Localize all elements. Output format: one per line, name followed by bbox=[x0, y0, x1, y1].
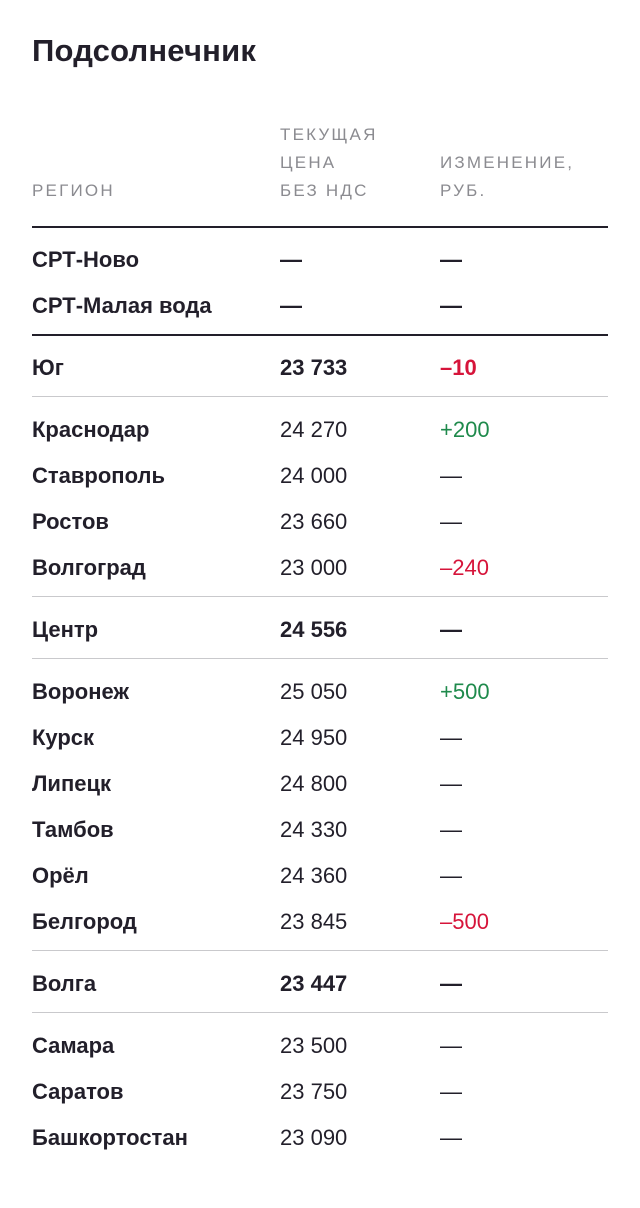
change-value: — bbox=[440, 293, 462, 318]
change-value: –10 bbox=[440, 355, 477, 380]
table-row: Тамбов 24 330 — bbox=[0, 815, 640, 845]
region-name: Самара bbox=[32, 1033, 115, 1058]
table-row-total: Волга 23 447 — bbox=[0, 969, 640, 999]
page-title: Подсолнечник bbox=[32, 33, 257, 68]
row-divider bbox=[32, 396, 608, 397]
region-name: Воронеж bbox=[32, 679, 130, 704]
column-header-change: ИЗМЕНЕНИЕ, РУБ. bbox=[440, 149, 574, 205]
change-value: +500 bbox=[440, 679, 490, 704]
column-header-price: ТЕКУЩАЯ ЦЕНА БЕЗ НДС bbox=[280, 121, 378, 205]
section-divider bbox=[32, 334, 608, 336]
column-header-price-line: ТЕКУЩАЯ bbox=[280, 125, 378, 144]
region-name: Тамбов bbox=[32, 817, 114, 842]
table-row: Самара 23 500 — bbox=[0, 1031, 640, 1061]
change-value: — bbox=[440, 817, 462, 842]
change-value: — bbox=[440, 463, 462, 488]
region-name: Белгород bbox=[32, 909, 137, 934]
price-value: 24 360 bbox=[280, 863, 348, 888]
region-name: Саратов bbox=[32, 1079, 124, 1104]
column-header-region-label: РЕГИОН bbox=[32, 181, 115, 200]
region-name: Орёл bbox=[32, 863, 89, 888]
change-value: — bbox=[440, 509, 462, 534]
price-value: 23 845 bbox=[280, 909, 348, 934]
price-value: — bbox=[280, 293, 302, 318]
group-divider bbox=[32, 950, 608, 951]
price-value: 24 330 bbox=[280, 817, 348, 842]
change-value: — bbox=[440, 771, 462, 796]
region-name: Башкортостан bbox=[32, 1125, 188, 1150]
price-value: 23 447 bbox=[280, 971, 348, 996]
table-row: Курск 24 950 — bbox=[0, 723, 640, 753]
table-row: Краснодар 24 270 +200 bbox=[0, 415, 640, 445]
change-value: — bbox=[440, 1033, 462, 1058]
region-name: Краснодар bbox=[32, 417, 150, 442]
change-value: — bbox=[440, 1079, 462, 1104]
table-row: Орёл 24 360 — bbox=[0, 861, 640, 891]
change-value: — bbox=[440, 725, 462, 750]
column-header-price-line: ЦЕНА bbox=[280, 153, 337, 172]
region-name: Липецк bbox=[32, 771, 112, 796]
change-value: –500 bbox=[440, 909, 489, 934]
table-row-special: СРТ-Ново — — bbox=[0, 245, 640, 275]
region-name: Юг bbox=[32, 355, 64, 380]
change-value: — bbox=[440, 971, 462, 996]
price-value: 23 090 bbox=[280, 1125, 348, 1150]
region-name: Ростов bbox=[32, 509, 109, 534]
change-value: — bbox=[440, 247, 462, 272]
table-row-total: Центр 24 556 — bbox=[0, 615, 640, 645]
table-row: Башкортостан 23 090 — bbox=[0, 1123, 640, 1153]
price-value: 23 733 bbox=[280, 355, 348, 380]
change-value: — bbox=[440, 863, 462, 888]
change-value: — bbox=[440, 617, 462, 642]
table-row: Саратов 23 750 — bbox=[0, 1077, 640, 1107]
region-name: Курск bbox=[32, 725, 95, 750]
table-row: Липецк 24 800 — bbox=[0, 769, 640, 799]
table-row: Ставрополь 24 000 — bbox=[0, 461, 640, 491]
change-value: — bbox=[440, 1125, 462, 1150]
region-name: Волгоград bbox=[32, 555, 146, 580]
price-value: — bbox=[280, 247, 302, 272]
region-name: Волга bbox=[32, 971, 97, 996]
change-value: +200 bbox=[440, 417, 490, 442]
region-name: Центр bbox=[32, 617, 99, 642]
price-value: 25 050 bbox=[280, 679, 348, 704]
price-value: 23 750 bbox=[280, 1079, 348, 1104]
column-header-change-line: ИЗМЕНЕНИЕ, bbox=[440, 153, 575, 172]
table-row: Ростов 23 660 — bbox=[0, 507, 640, 537]
group-divider bbox=[32, 596, 608, 597]
table-row: Воронеж 25 050 +500 bbox=[0, 677, 640, 707]
column-header-price-line: БЕЗ НДС bbox=[280, 181, 369, 200]
region-name: СРТ-Малая вода bbox=[32, 293, 212, 318]
price-value: 24 270 bbox=[280, 417, 348, 442]
table-row-total: Юг 23 733 –10 bbox=[0, 353, 640, 383]
region-name: СРТ-Ново bbox=[32, 247, 140, 272]
table-row-special: СРТ-Малая вода — — bbox=[0, 291, 640, 321]
price-value: 23 660 bbox=[280, 509, 348, 534]
price-value: 23 500 bbox=[280, 1033, 348, 1058]
price-value: 24 556 bbox=[280, 617, 348, 642]
price-value: 24 000 bbox=[280, 463, 348, 488]
row-divider bbox=[32, 658, 608, 659]
price-value: 24 950 bbox=[280, 725, 348, 750]
header-divider bbox=[32, 226, 608, 228]
region-name: Ставрополь bbox=[32, 463, 165, 488]
price-value: 24 800 bbox=[280, 771, 348, 796]
table-row: Волгоград 23 000 –240 bbox=[0, 553, 640, 583]
column-header-region: РЕГИОН bbox=[32, 177, 115, 205]
table-row: Белгород 23 845 –500 bbox=[0, 907, 640, 937]
row-divider bbox=[32, 1012, 608, 1013]
change-value: –240 bbox=[440, 555, 489, 580]
price-value: 23 000 bbox=[280, 555, 348, 580]
column-header-change-line: РУБ. bbox=[440, 181, 487, 200]
